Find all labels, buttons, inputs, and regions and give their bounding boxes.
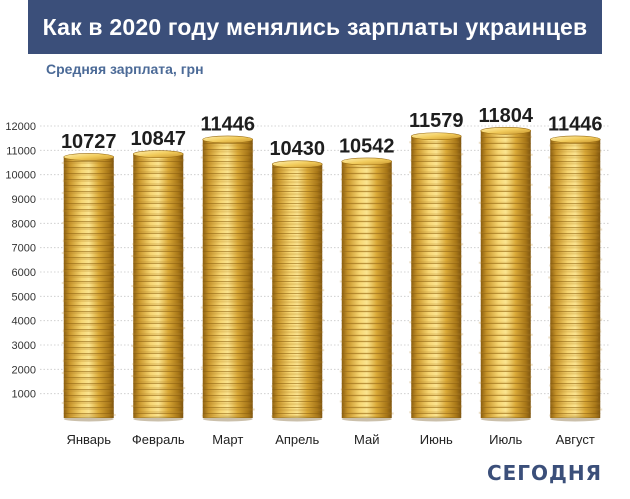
chart-title: Как в 2020 году менялись зарплаты украин…: [28, 0, 602, 54]
bar: [339, 157, 394, 422]
x-tick-label: Февраль: [132, 432, 185, 447]
data-label: 11446: [200, 113, 255, 135]
y-tick-label: 11000: [6, 145, 36, 157]
data-label: 11579: [409, 110, 464, 132]
bar: [409, 132, 464, 422]
bar: [478, 126, 533, 422]
y-tick-label: 4000: [12, 316, 36, 328]
brand-logo: СЕГОДНЯ: [486, 461, 602, 485]
y-tick-label: 8000: [12, 218, 36, 230]
y-tick-label: 3000: [12, 340, 36, 352]
data-label: 10542: [339, 135, 395, 157]
x-tick-label: Август: [556, 432, 595, 447]
x-tick-label: Апрель: [275, 432, 319, 447]
bar: [131, 150, 186, 422]
data-label: 10430: [269, 138, 325, 160]
x-tick-label: Май: [354, 432, 379, 447]
y-tick-label: 12000: [5, 121, 36, 133]
y-tick-label: 7000: [12, 243, 36, 255]
y-tick-label: 10000: [5, 170, 36, 182]
x-tick-label: Январь: [66, 432, 111, 447]
y-tick-label: 9000: [12, 194, 36, 206]
bar: [200, 135, 255, 422]
x-tick-label: Март: [212, 432, 243, 447]
y-tick-label: 1000: [12, 389, 36, 401]
data-label: 11804: [478, 105, 533, 127]
data-label: 10847: [130, 128, 186, 150]
chart-subtitle: Средняя зарплата, грн: [46, 61, 204, 77]
bar: [548, 135, 603, 422]
x-tick-label: Июнь: [420, 432, 453, 447]
y-tick-label: 2000: [12, 364, 36, 376]
bar: [270, 160, 325, 422]
x-tick-label: Июль: [489, 432, 522, 447]
y-tick-label: 5000: [12, 291, 36, 303]
data-label: 10727: [61, 131, 117, 153]
bar: [61, 153, 116, 422]
y-tick-label: 6000: [12, 267, 36, 279]
data-label: 11446: [548, 113, 603, 135]
